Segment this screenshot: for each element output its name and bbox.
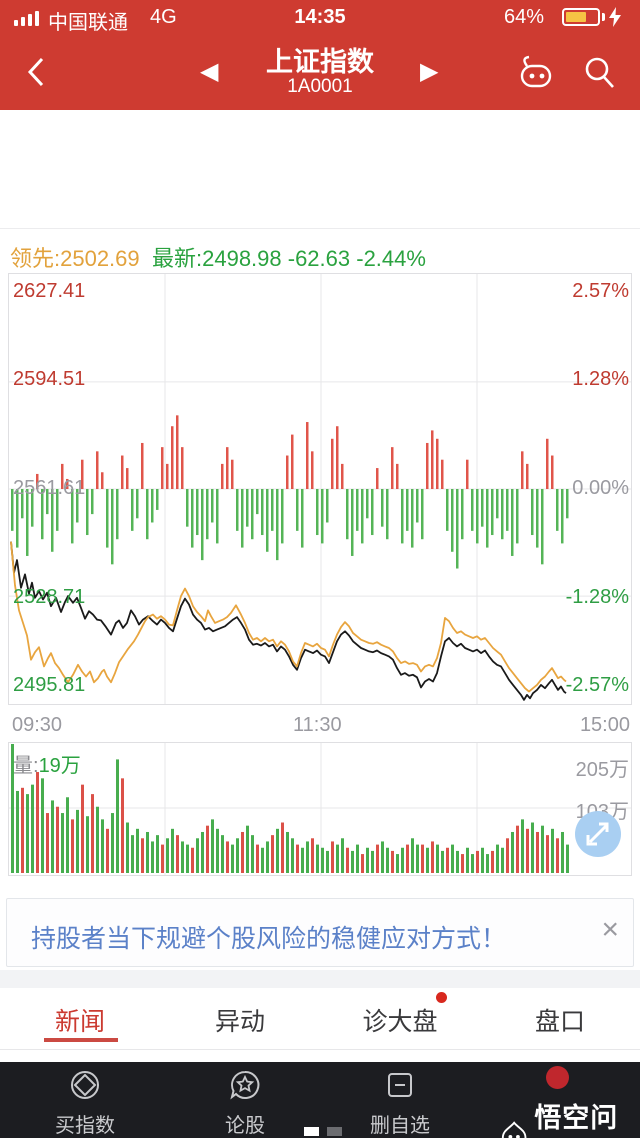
next-stock-icon[interactable]: ▶ [420,58,439,85]
time-tick-noon: 11:30 [293,714,342,736]
y-axis-pct-2: 1.28% [572,368,629,390]
chart-header: 领先:2502.69 最新:2498.98 -62.63 -2.44% [0,229,640,273]
signal-icon [28,14,32,26]
volume-prefix: 量: [13,755,39,777]
tab-diagnose-label: 诊大盘 [362,1008,438,1036]
watermark-text: 悟空问答 [534,1103,619,1133]
latest-price-label: 最新:2498.98 -62.63 -2.44% [152,246,426,271]
signal-icon [21,17,25,26]
tab-news[interactable]: 新闻 [0,988,160,1049]
y-axis-pct-3: 0.00% [572,477,629,499]
remove-watchlist-button[interactable]: 删自选 [340,1068,460,1138]
tab-diagnose[interactable]: 诊大盘 [320,988,480,1049]
news-banner[interactable]: 持股者当下规避个股风险的稳健应对方式！ × [6,898,634,967]
charging-bolt-icon [609,7,621,27]
intraday-chart-canvas[interactable] [9,274,631,704]
signal-icon [35,11,39,26]
quote-panel: 2498.98 -62.63 -2.44% 高 2544.91 开 2544.9… [0,110,640,347]
network-label: 4G [150,6,177,28]
buy-index-icon [71,1071,99,1099]
buy-index-label: 买指数 [55,1115,115,1137]
discuss-stock-button[interactable]: 论股 [185,1068,305,1138]
tab-bar: 新闻 异动 诊大盘 盘口 [0,988,640,1050]
status-bar: 中国联通 4G 14:35 64% [0,0,640,34]
buy-index-button[interactable]: 买指数 [25,1068,145,1138]
tab-orderbook[interactable]: 盘口 [480,988,640,1049]
current-volume-label: 量:19万 [13,749,81,778]
active-tab-underline [44,1038,118,1042]
tab-orderbook-label: 盘口 [534,1008,585,1036]
tab-movers[interactable]: 异动 [160,988,320,1049]
y-axis-price-2: 2594.51 [13,368,86,390]
watermark-red-dot [546,1066,569,1089]
y-axis-pct-5: -2.57% [565,674,629,696]
signal-icon [14,20,18,26]
battery-percent-label: 64% [503,6,544,28]
volume-current: 19万 [38,755,81,777]
remove-watchlist-label: 删自选 [370,1115,430,1137]
time-axis: 09:30 11:30 15:00 [8,706,632,742]
section-divider [0,970,640,988]
prev-stock-icon[interactable]: ◀ [200,58,219,85]
carrier-label: 中国联通 [48,12,128,34]
search-icon[interactable] [583,55,617,91]
discuss-bubble-star-icon [230,1070,260,1100]
leading-indicator-label: 领先:2502.69 [10,246,140,271]
y-axis-price-1: 2627.41 [13,280,86,302]
close-icon[interactable]: × [601,913,619,946]
nav-bar: ◀ ▶ 上证指数 1A0001 [0,34,640,110]
banner-text[interactable]: 持股者当下规避个股风险的稳健应对方式！ [31,925,507,953]
robot-assistant-icon[interactable] [515,54,555,92]
watermark: 悟空问答 [500,1096,640,1138]
notification-dot [436,992,447,1003]
y-axis-price-5: 2495.81 [13,674,86,696]
tab-news-label: 新闻 [54,1008,105,1036]
page-indicator-active [304,1127,319,1136]
time-tick-open: 09:30 [12,714,63,736]
volume-chart[interactable]: 量:19万 205万 103万 [8,742,632,876]
volume-chart-canvas[interactable] [9,743,631,875]
stock-code: 1A0001 [287,76,353,97]
discuss-stock-label: 论股 [225,1115,265,1137]
page-title: 上证指数 [266,47,374,77]
expand-chart-button[interactable] [575,811,621,857]
expand-arrows-icon [586,822,609,846]
battery-nub [602,13,605,21]
bottom-action-bar: 买指数 论股 删自选 悟空问答 [0,1062,640,1138]
page-indicator [327,1127,342,1136]
y-axis-price-3: 2561.61 [13,477,86,499]
wukong-logo-icon [501,1121,527,1138]
top-bar: 中国联通 4G 14:35 64% ◀ ▶ 上证指数 1A0001 [0,0,640,110]
clock-label: 14:35 [294,6,346,28]
back-icon[interactable] [26,56,46,88]
remove-watchlist-icon [388,1073,412,1097]
y-axis-pct-4: -1.28% [565,586,629,608]
time-tick-close: 15:00 [579,714,630,736]
intraday-chart[interactable]: 2627.41 2594.51 2561.61 2528.71 2495.81 … [8,273,632,705]
battery-icon [562,8,600,26]
tab-movers-label: 异动 [214,1008,265,1036]
y-axis-pct-1: 2.57% [572,280,629,302]
y-axis-price-4: 2528.71 [13,586,86,608]
volume-scale-top: 205万 [575,759,629,781]
